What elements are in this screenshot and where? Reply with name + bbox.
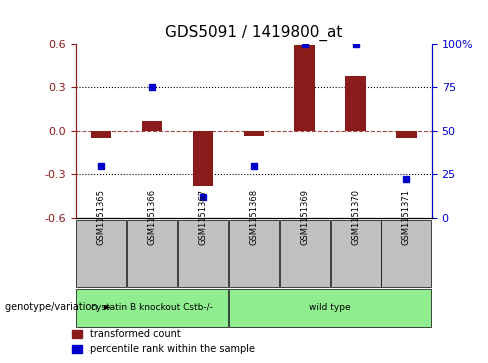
Legend: transformed count, percentile rank within the sample: transformed count, percentile rank withi… bbox=[68, 326, 259, 358]
Text: GSM1151367: GSM1151367 bbox=[198, 189, 207, 245]
Text: GSM1151368: GSM1151368 bbox=[249, 189, 258, 245]
Text: GSM1151369: GSM1151369 bbox=[300, 189, 309, 245]
Bar bbox=[193, 131, 213, 186]
Text: cystatin B knockout Cstb-/-: cystatin B knockout Cstb-/- bbox=[91, 303, 213, 312]
Bar bbox=[91, 131, 111, 138]
Bar bbox=[142, 121, 162, 131]
Bar bbox=[346, 76, 366, 131]
Bar bbox=[294, 45, 315, 131]
Title: GDS5091 / 1419800_at: GDS5091 / 1419800_at bbox=[165, 25, 343, 41]
Text: GSM1151370: GSM1151370 bbox=[351, 189, 360, 245]
Text: GSM1151371: GSM1151371 bbox=[402, 189, 411, 245]
Text: genotype/variation  ►: genotype/variation ► bbox=[5, 302, 111, 313]
Text: wild type: wild type bbox=[309, 303, 351, 312]
Bar bbox=[244, 131, 264, 136]
Bar bbox=[396, 131, 417, 138]
Text: GSM1151365: GSM1151365 bbox=[97, 189, 105, 245]
Text: GSM1151366: GSM1151366 bbox=[147, 189, 157, 245]
